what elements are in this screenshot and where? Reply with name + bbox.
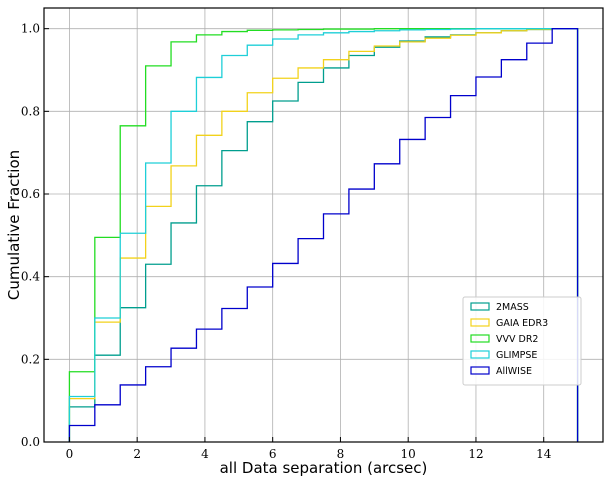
x-axis-title: all Data separation (arcsec) [220, 459, 428, 477]
series-step-glimpse [68, 28, 579, 442]
x-tick-label: 14 [536, 447, 552, 461]
y-tick-label: 1.0 [21, 22, 40, 36]
y-tick-label: 0.6 [21, 187, 40, 201]
legend-box [462, 296, 582, 386]
legend-swatch [470, 366, 490, 375]
series-layer [68, 28, 579, 442]
legend-label: GAIA EDR3 [496, 318, 548, 329]
legend-swatch [470, 318, 490, 327]
x-tick-label: 2 [133, 447, 141, 461]
legend-swatch [470, 334, 490, 343]
legend-label: AllWISE [496, 366, 532, 377]
x-tick-label: 12 [468, 447, 483, 461]
legend-label: VVV DR2 [496, 334, 538, 345]
legend-swatch [470, 350, 490, 359]
y-axis-title: Cumulative Fraction [5, 150, 23, 300]
plot-frame [43, 7, 604, 443]
series-step-allwise [68, 28, 579, 442]
x-tick-label: 4 [201, 447, 209, 461]
y-tick-label: 0.2 [21, 352, 40, 366]
x-tick-label: 0 [66, 447, 74, 461]
x-tick-label: 8 [337, 447, 345, 461]
legend-swatch [470, 302, 490, 311]
x-tick-label: 6 [269, 447, 277, 461]
y-tick-label: 0.0 [21, 435, 40, 449]
ticks: 0 2 4 6 8 10 12 14 0.0 0.2 0.4 0.6 0.8 1.0 [21, 22, 552, 461]
legend: 2MASS GAIA EDR3 VVV DR2 GLIMPSE AllWISE [462, 296, 582, 386]
x-tick-label: 10 [401, 447, 416, 461]
y-tick-label: 0.4 [21, 270, 40, 284]
legend-label: 2MASS [496, 302, 529, 313]
legend-label: GLIMPSE [496, 350, 537, 361]
y-tick-label: 0.8 [21, 104, 40, 118]
